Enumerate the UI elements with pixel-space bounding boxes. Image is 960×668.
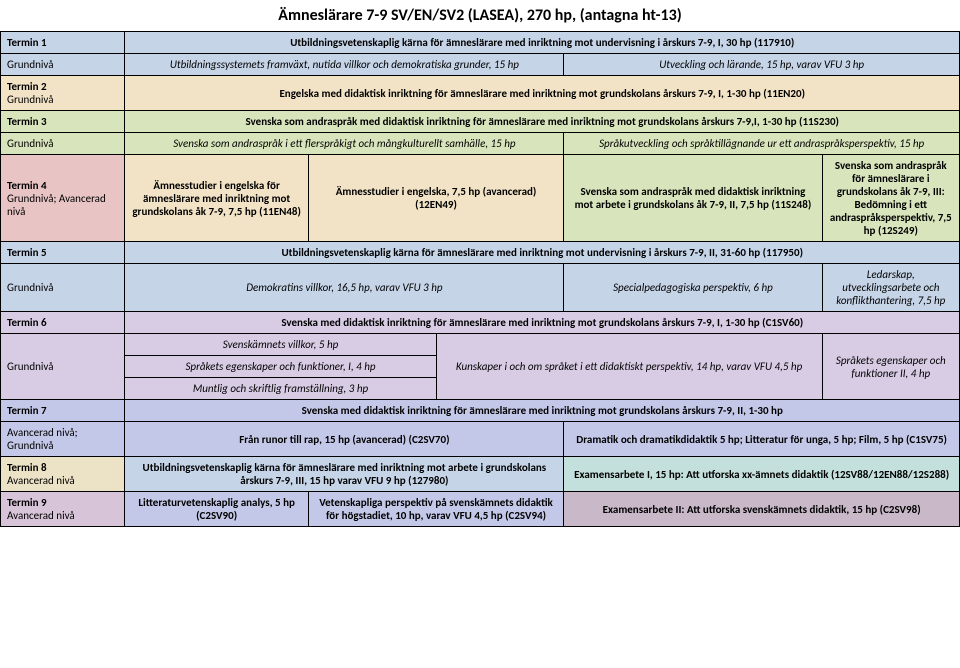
row-label-g7: Avancerad nivå; Grundnivå xyxy=(1,422,125,457)
row-label-t6: Termin 6 xyxy=(1,312,125,334)
row-label-g5: Grundnivå xyxy=(1,264,125,312)
t2-content: Engelska med didaktisk inriktning för äm… xyxy=(125,76,960,111)
row-label-t1: Termin 1 xyxy=(1,32,125,54)
g6-r1: Svenskämnets villkor, 5 hp xyxy=(125,334,436,356)
row-label-g3: Grundnivå xyxy=(1,133,125,155)
g6-r2c2: Kunskaper i och om språket i ett didakti… xyxy=(436,334,822,400)
g1-c2: Utveckling och lärande, 15 hp, varav VFU… xyxy=(564,54,960,76)
t7-content: Svenska med didaktisk inriktning för ämn… xyxy=(125,400,960,422)
g7-c2: Dramatik och dramatikdidaktik 5 hp; Litt… xyxy=(564,422,960,457)
page-title: Ämneslärare 7-9 SV/EN/SV2 (LASEA), 270 h… xyxy=(0,6,960,25)
g5-c3: Ledarskap, utvecklingsarbete och konflik… xyxy=(822,264,959,312)
t9-c2: Vetenskapliga perspektiv på svenskämnets… xyxy=(308,492,564,527)
g7-c1: Från runor till rap, 15 hp (avancerad) (… xyxy=(125,422,564,457)
row-label-g6: Grundnivå xyxy=(1,334,125,400)
row-label-t8: Termin 8Avancerad nivå xyxy=(1,457,125,492)
row-label-t2: Termin 2Grundnivå xyxy=(1,76,125,111)
t8-c1: Utbildningsvetenskaplig kärna för ämnesl… xyxy=(125,457,564,492)
t9-c1: Litteraturvetenskaplig analys, 5 hp (C2S… xyxy=(125,492,308,527)
t4-c4: Svenska som andraspråk för ämneslärare i… xyxy=(822,155,959,242)
t6-content: Svenska med didaktisk inriktning för ämn… xyxy=(125,312,960,334)
g5-c2: Specialpedagogiska perspektiv, 6 hp xyxy=(564,264,822,312)
t4-c2: Ämnesstudier i engelska, 7,5 hp (avancer… xyxy=(308,155,564,242)
g1-c1: Utbildningssystemets framväxt, nutida vi… xyxy=(125,54,564,76)
t3-content: Svenska som andraspråk med didaktisk inr… xyxy=(125,111,960,133)
g6-r2c3: Språkets egenskaper och funktioner II, 4… xyxy=(822,334,959,400)
t9-c3: Examensarbete II: Att utforska svenskämn… xyxy=(564,492,960,527)
row-label-t7: Termin 7 xyxy=(1,400,125,422)
row-label-t4: Termin 4Grundnivå; Avancerad nivå xyxy=(1,155,125,242)
t8-c2: Examensarbete I, 15 hp: Att utforska xx-… xyxy=(564,457,960,492)
t5-content: Utbildningsvetenskaplig kärna för ämnesl… xyxy=(125,242,960,264)
t4-c3: Svenska som andraspråk med didaktisk inr… xyxy=(564,155,822,242)
g3-c2: Språkutveckling och språktillägnande ur … xyxy=(564,133,960,155)
g6-r2c1: Språkets egenskaper och funktioner, I, 4… xyxy=(125,356,436,378)
study-plan-table: Termin 1 Utbildningsvetenskaplig kärna f… xyxy=(0,31,960,527)
g5-c1: Demokratins villkor, 16,5 hp, varav VFU … xyxy=(125,264,564,312)
row-label-t5: Termin 5 xyxy=(1,242,125,264)
row-label-t3: Termin 3 xyxy=(1,111,125,133)
g6-r3: Muntlig och skriftlig framställning, 3 h… xyxy=(125,378,436,400)
row-label-t9: Termin 9Avancerad nivå xyxy=(1,492,125,527)
curriculum-table: Ämneslärare 7-9 SV/EN/SV2 (LASEA), 270 h… xyxy=(0,6,960,527)
g3-c1: Svenska som andraspråk i ett flerspråkig… xyxy=(125,133,564,155)
row-label-g1: Grundnivå xyxy=(1,54,125,76)
t1-content: Utbildningsvetenskaplig kärna för ämnesl… xyxy=(125,32,960,54)
t4-c1: Ämnesstudier i engelska för ämneslärare … xyxy=(125,155,308,242)
